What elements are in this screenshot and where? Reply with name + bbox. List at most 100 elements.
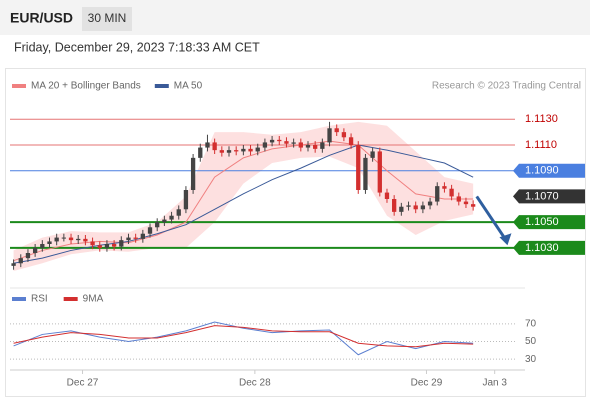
- y-tick-label: 30: [525, 354, 537, 365]
- y-tick-label: 50: [525, 336, 537, 347]
- level-tag: [513, 215, 585, 230]
- candle-body: [61, 237, 67, 239]
- candle-body: [104, 244, 110, 248]
- candle-body: [90, 241, 95, 246]
- candle-body: [399, 206, 404, 212]
- candle-body: [269, 139, 275, 143]
- candle-body: [83, 238, 88, 242]
- datetime: Friday, December 29, 2023 7:18:33 AM CET: [14, 40, 260, 54]
- legend-label: MA 50: [174, 81, 203, 92]
- candle-body: [147, 227, 153, 234]
- candle-body: [470, 204, 476, 207]
- candle-body: [392, 199, 397, 212]
- candle-body: [47, 241, 52, 244]
- candle-body: [363, 157, 368, 190]
- candle-body: [313, 145, 318, 149]
- y-tick-label: 70: [525, 318, 537, 329]
- candle-body: [155, 222, 160, 228]
- x-tick-label: Dec 29: [411, 378, 443, 389]
- candle-body: [298, 142, 303, 148]
- candle-body: [341, 132, 347, 138]
- candle-body: [442, 186, 447, 189]
- legend-swatch: [154, 84, 169, 88]
- candle-body: [348, 137, 354, 145]
- candle-body: [248, 148, 253, 152]
- candle-body: [262, 142, 268, 148]
- candle-body: [111, 244, 117, 247]
- candle-body: [219, 150, 224, 153]
- credit: Research © 2023 Trading Central: [432, 81, 581, 92]
- candle-body: [356, 145, 361, 190]
- level-label: 1.1070: [525, 190, 559, 202]
- candle-body: [18, 258, 23, 264]
- interval-tab[interactable]: [82, 7, 132, 31]
- level-label: 1.1050: [525, 216, 559, 228]
- ma20-line: [13, 140, 474, 262]
- candle-body: [32, 247, 38, 253]
- candle-body: [176, 209, 181, 216]
- candle-body: [420, 205, 426, 210]
- frame: [5, 68, 586, 397]
- candle-body: [377, 151, 382, 193]
- legend-swatch: [12, 297, 26, 301]
- candle-body: [68, 237, 74, 241]
- candle-body: [133, 237, 138, 239]
- candle-body: [54, 237, 59, 242]
- candle-body: [198, 147, 203, 158]
- legend-swatch: [63, 297, 78, 301]
- candle-body: [76, 238, 81, 241]
- forecast-arrow: [475, 195, 507, 241]
- level-label: 1.1130: [525, 113, 558, 125]
- level-tag: [513, 189, 585, 204]
- candle-body: [234, 150, 239, 152]
- candle-body: [413, 205, 418, 210]
- candle-body: [456, 196, 461, 202]
- candle-body: [327, 128, 332, 143]
- candle-body: [384, 192, 390, 199]
- level-label: 1.1110: [525, 139, 557, 151]
- candle-body: [97, 245, 102, 248]
- candle-body: [25, 253, 31, 259]
- candle-body: [305, 145, 311, 148]
- arrow-head: [499, 233, 512, 246]
- candle-body: [284, 141, 289, 144]
- candle-body: [183, 190, 189, 210]
- rsi-line: [13, 321, 474, 356]
- rsi-ma-line: [13, 325, 474, 348]
- candle-body: [334, 128, 339, 133]
- x-tick-label: Jan 3: [482, 378, 507, 389]
- x-tick-label: Dec 28: [239, 378, 271, 389]
- candle-body: [277, 139, 282, 142]
- candle-body: [255, 147, 260, 152]
- candle-body: [226, 150, 232, 153]
- ma50-line: [13, 144, 474, 264]
- candle-body: [212, 142, 217, 151]
- candle-body: [406, 205, 411, 207]
- legend-swatch: [12, 84, 26, 88]
- candle-body: [119, 240, 124, 247]
- candle-body: [162, 219, 167, 223]
- candle-body: [427, 201, 433, 206]
- level-tag: [513, 163, 585, 178]
- candle-body: [11, 263, 16, 266]
- candle-body: [40, 244, 45, 248]
- level-label: 1.1090: [525, 165, 559, 177]
- interval[interactable]: 30 MIN: [88, 11, 127, 25]
- legend-label: 9MA: [83, 294, 104, 305]
- candle-body: [291, 142, 296, 144]
- x-tick-label: Dec 27: [67, 378, 99, 389]
- candle-body: [320, 142, 325, 149]
- candle-body: [205, 142, 210, 148]
- candle-body: [241, 148, 246, 152]
- candle-body: [463, 201, 469, 205]
- candle-body: [190, 157, 196, 190]
- candle-body: [140, 233, 145, 239]
- candle-body: [126, 237, 131, 241]
- level-label: 1.1030: [525, 242, 559, 254]
- legend-label: RSI: [31, 294, 48, 305]
- candle-body: [435, 186, 440, 202]
- legend-label: MA 20 + Bollinger Bands: [31, 81, 141, 92]
- symbol: EUR/USD: [10, 10, 73, 26]
